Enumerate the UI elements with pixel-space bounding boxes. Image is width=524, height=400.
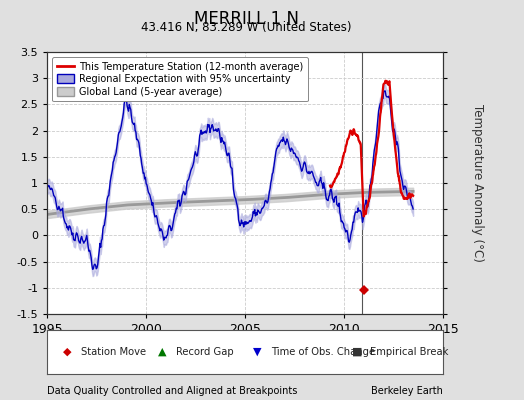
Text: Data Quality Controlled and Aligned at Breakpoints: Data Quality Controlled and Aligned at B… [47, 386, 298, 396]
Text: ◆: ◆ [63, 347, 71, 357]
Text: Berkeley Earth: Berkeley Earth [371, 386, 443, 396]
Text: Record Gap: Record Gap [176, 347, 233, 357]
Text: 43.416 N, 83.289 W (United States): 43.416 N, 83.289 W (United States) [141, 21, 352, 34]
Legend: This Temperature Station (12-month average), Regional Expectation with 95% uncer: This Temperature Station (12-month avera… [52, 57, 308, 102]
Text: ■: ■ [352, 347, 362, 357]
Text: Time of Obs. Change: Time of Obs. Change [271, 347, 375, 357]
Y-axis label: Temperature Anomaly (°C): Temperature Anomaly (°C) [471, 104, 484, 262]
Text: ▲: ▲ [158, 347, 167, 357]
Text: Empirical Break: Empirical Break [369, 347, 448, 357]
Text: Station Move: Station Move [81, 347, 146, 357]
Text: ▼: ▼ [253, 347, 261, 357]
Text: MERRILL 1 N: MERRILL 1 N [194, 10, 299, 28]
